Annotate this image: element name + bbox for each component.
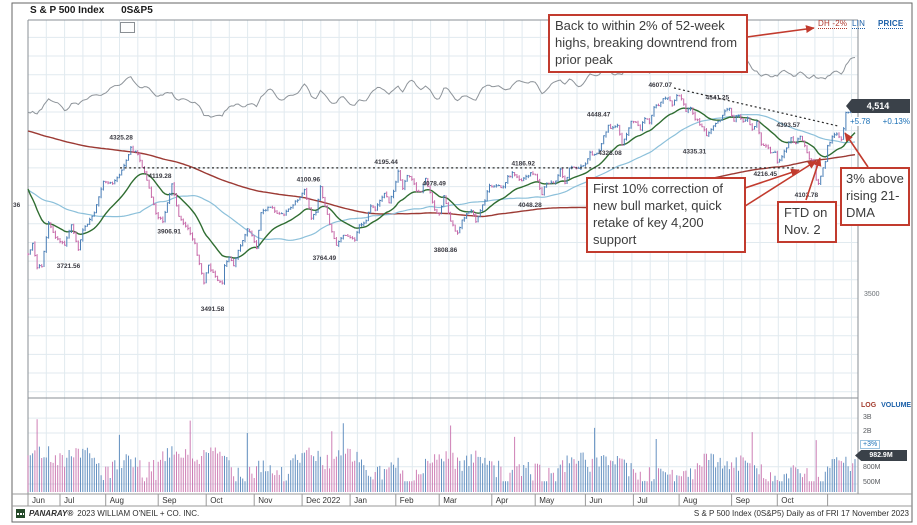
month-axis-label: Jan xyxy=(354,496,367,505)
volume-scale-800m: 800M xyxy=(863,464,881,471)
pivot-price-label: 4119.28 xyxy=(148,173,172,180)
pivot-price-label: 4541.25 xyxy=(706,94,730,101)
price-change-pct: +0.13% xyxy=(882,117,910,126)
month-axis-label: Sep xyxy=(162,496,177,505)
month-axis-label: Sep xyxy=(736,496,751,505)
annotation-ftd[interactable]: FTD on Nov. 2 xyxy=(777,201,837,243)
pivot-price-label: 4078.49 xyxy=(422,181,446,188)
price-change: +5.78 xyxy=(850,117,871,126)
annotation-21dma[interactable]: 3% above rising 21-DMA xyxy=(840,167,910,226)
annotation-first-correction[interactable]: First 10% correction of new bull market,… xyxy=(586,177,746,253)
month-axis-label: Oct xyxy=(210,496,223,505)
month-axis-label: Dec 2022 xyxy=(306,496,341,505)
month-axis-label: Feb xyxy=(400,496,414,505)
panaray-logo-icon xyxy=(16,509,25,518)
volume-pane-header: LOG VOLUME xyxy=(861,402,911,409)
company-copyright: 2023 WILLIAM O'NEIL + CO. INC. xyxy=(77,509,200,518)
month-axis-label: Apr xyxy=(496,496,509,505)
month-axis-label: Oct xyxy=(781,496,794,505)
note-flag-icon[interactable] xyxy=(120,22,135,33)
month-axis-label: May xyxy=(539,496,554,505)
pivot-price-label: 3906.91 xyxy=(157,229,181,236)
price-scale-label-3500: 3500 xyxy=(864,291,880,298)
pivot-price-label: 4216.45 xyxy=(754,171,778,178)
chart-title: S & P 500 Index 0S&P5 xyxy=(30,5,153,16)
month-axis-label: Aug xyxy=(683,496,697,505)
pivot-price-label: 3491.58 xyxy=(201,306,225,313)
month-axis-label: Jul xyxy=(637,496,647,505)
pivot-price-label: 4186.92 xyxy=(511,160,535,167)
pivot-price-label: 4448.47 xyxy=(587,112,611,119)
volume-pct-badge: +3% xyxy=(860,440,881,449)
pivot-price-label: 4328.08 xyxy=(598,150,622,157)
linear-scale-toggle[interactable]: LIN xyxy=(852,19,866,29)
pivot-price-label: 3721.56 xyxy=(57,263,81,270)
price-toggle[interactable]: PRICE xyxy=(878,19,904,29)
month-axis-label: Nov xyxy=(258,496,272,505)
volume-toggle[interactable]: VOLUME xyxy=(881,402,912,409)
pivot-price-label: 4325.28 xyxy=(109,135,133,142)
current-volume-tag: 982.9M xyxy=(855,450,907,461)
pivot-price-label: 4335.31 xyxy=(683,149,707,156)
volume-scale-500m: 500M xyxy=(863,479,881,486)
pivot-price-label: 3808.86 xyxy=(434,247,458,254)
pivot-price-label: 4195.44 xyxy=(374,159,398,166)
footer-branding: PANARAY® 2023 WILLIAM O'NEIL + CO. INC. xyxy=(16,509,199,518)
footer-chart-caption: S & P 500 Index (0S&P5) Daily as of FRI … xyxy=(693,509,909,518)
volume-scale-3b: 3B xyxy=(863,414,872,421)
pivot-price-label: 4100.96 xyxy=(297,176,321,183)
panaray-brand: PANARAY® xyxy=(29,509,74,518)
month-axis-label: Jun xyxy=(32,496,45,505)
distance-from-high-toggle[interactable]: DH -2% xyxy=(818,19,848,29)
month-axis-label: Jul xyxy=(64,496,74,505)
month-axis-label: Aug xyxy=(110,496,124,505)
last-price-tag: 4,514 xyxy=(846,99,910,113)
month-axis-label: Jun xyxy=(589,496,602,505)
clipped-pivot-label: 36 xyxy=(13,202,21,209)
pivot-price-label: 4103.78 xyxy=(795,192,819,199)
month-axis-label: Mar xyxy=(443,496,457,505)
pivot-price-label: 4393.57 xyxy=(776,122,800,129)
index-symbol: 0S&P5 xyxy=(121,5,153,16)
annotation-52wk-high[interactable]: Back to within 2% of 52-week highs, brea… xyxy=(548,14,748,73)
log-scale-toggle[interactable]: LOG xyxy=(861,402,877,409)
volume-scale-2b: 2B xyxy=(863,428,872,435)
pivot-price-label: 3764.49 xyxy=(313,255,337,262)
pivot-price-label: 4607.07 xyxy=(648,82,672,89)
index-name: S & P 500 Index xyxy=(30,5,105,16)
pivot-price-label: 4048.28 xyxy=(518,202,542,209)
price-change-readout: +5.78 +0.13% xyxy=(850,117,910,126)
